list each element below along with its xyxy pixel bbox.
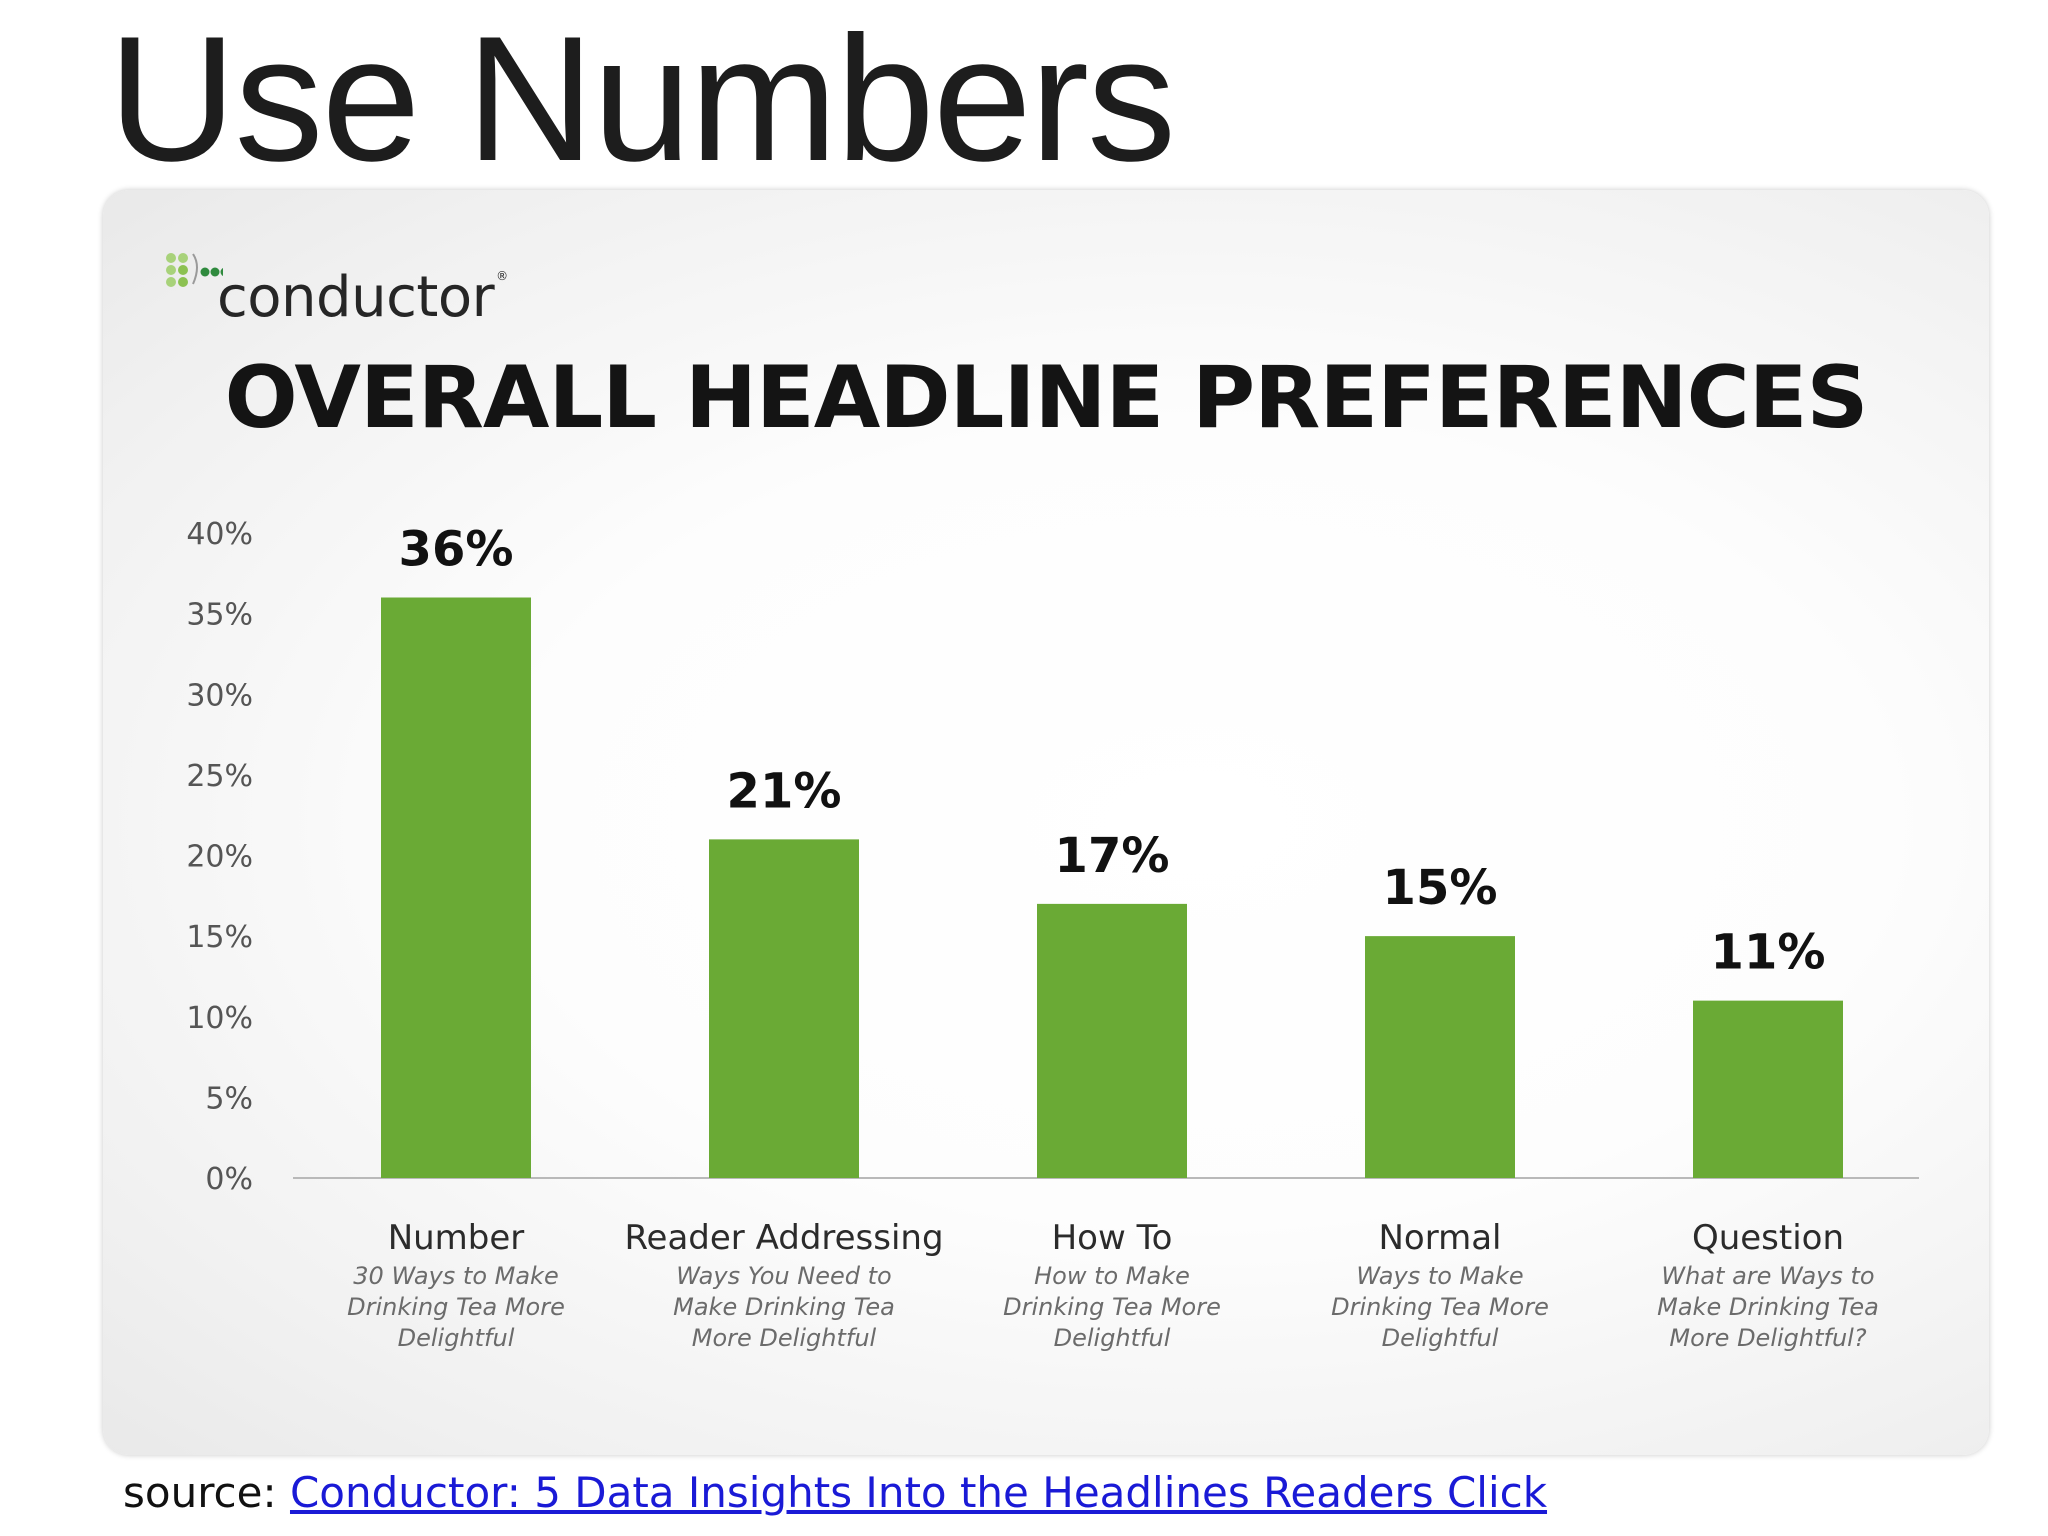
chart-title: OVERALL HEADLINE PREFERENCES bbox=[224, 348, 1869, 448]
x-category-example: Ways You Need to bbox=[676, 1262, 891, 1290]
bar-value-label: 36% bbox=[399, 522, 514, 578]
conductor-logo-text: conductor ® bbox=[217, 265, 508, 330]
conductor-logo-icon bbox=[166, 253, 223, 287]
x-category-example: Make Drinking Tea bbox=[1657, 1293, 1879, 1321]
bar bbox=[381, 597, 531, 1178]
x-category-example: Make Drinking Tea bbox=[673, 1293, 895, 1321]
x-category-example: How to Make bbox=[1034, 1262, 1190, 1290]
y-tick-label: 10% bbox=[186, 1001, 253, 1036]
x-category-example: 30 Ways to Make bbox=[353, 1262, 558, 1290]
x-category-example: Delightful bbox=[1382, 1324, 1499, 1352]
x-category-label: Normal bbox=[1378, 1218, 1501, 1258]
y-tick-label: 20% bbox=[186, 840, 253, 875]
x-category-example: Ways to Make bbox=[1356, 1262, 1523, 1290]
x-category-example: Drinking Tea More bbox=[1331, 1293, 1549, 1321]
y-tick-label: 5% bbox=[205, 1081, 253, 1116]
bar bbox=[709, 839, 859, 1178]
source-link[interactable]: Conductor: 5 Data Insights Into the Head… bbox=[289, 1468, 1548, 1517]
x-category-label: Number bbox=[388, 1218, 525, 1258]
x-category-example: What are Ways to bbox=[1661, 1262, 1874, 1290]
bar bbox=[1693, 1000, 1843, 1178]
conductor-logo: conductor ® bbox=[163, 250, 583, 340]
x-category-example: More Delightful? bbox=[1669, 1324, 1866, 1352]
chart-card: conductor ® OVERALL HEADLINE PREFERENCES … bbox=[103, 190, 1989, 1455]
slide-title: Use Numbers bbox=[108, 0, 1176, 198]
x-category-example: More Delightful bbox=[692, 1324, 877, 1352]
source-line: source: Conductor: 5 Data Insights Into … bbox=[123, 1468, 1548, 1517]
x-category-example: Drinking Tea More bbox=[347, 1293, 565, 1321]
bar-value-label: 11% bbox=[1711, 925, 1826, 981]
y-tick-label: 30% bbox=[186, 678, 253, 713]
x-category-example: Delightful bbox=[1054, 1324, 1171, 1352]
bar-value-label: 17% bbox=[1055, 828, 1170, 884]
y-tick-label: 0% bbox=[205, 1162, 253, 1197]
x-category-label: How To bbox=[1052, 1218, 1173, 1258]
y-tick-label: 35% bbox=[186, 598, 253, 633]
y-tick-label: 40% bbox=[186, 517, 253, 552]
bar-chart: 0% 5% 10% 15% 20% 25% 30% 35% 40% 36% Number 30 Way… bbox=[186, 517, 1919, 1352]
x-category-label: Question bbox=[1692, 1218, 1844, 1258]
x-category-example: Delightful bbox=[398, 1324, 515, 1352]
bar bbox=[1037, 903, 1187, 1178]
source-prefix: source: bbox=[123, 1468, 290, 1517]
bar-value-label: 15% bbox=[1383, 860, 1498, 916]
y-tick-label: 15% bbox=[186, 920, 253, 955]
x-category-label: Reader Addressing bbox=[624, 1218, 943, 1258]
bar-value-label: 21% bbox=[727, 763, 842, 819]
y-tick-label: 25% bbox=[186, 759, 253, 794]
bar bbox=[1365, 936, 1515, 1178]
x-category-example: Drinking Tea More bbox=[1003, 1293, 1221, 1321]
